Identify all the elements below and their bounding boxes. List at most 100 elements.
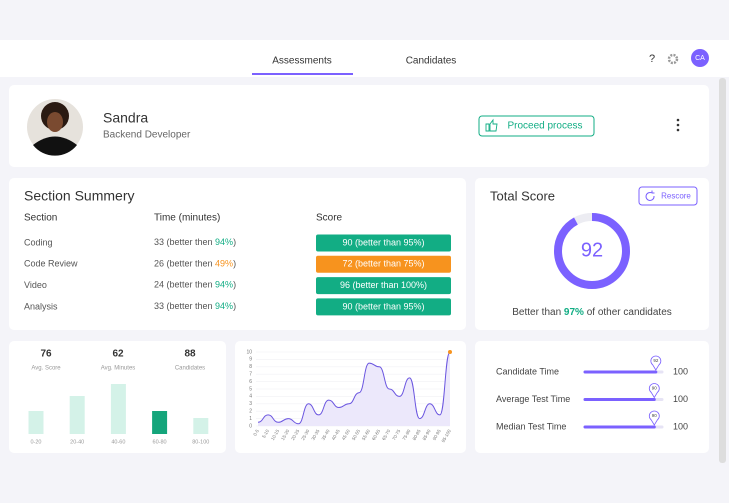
footer-part: 97% (564, 307, 584, 318)
footer-part: of other candidates (584, 307, 672, 318)
time-text: 26 (better then 49%) (154, 259, 236, 269)
time-value: 33 (better then (154, 237, 215, 247)
y-tick-label: 4 (249, 394, 252, 400)
x-tick-label: 10-15 (270, 428, 280, 441)
proceed-button[interactable] (478, 115, 595, 137)
time-percent: 49% (215, 259, 233, 269)
y-tick-label: 2 (249, 409, 252, 415)
value-pin (648, 410, 660, 426)
time-end: ) (233, 301, 236, 311)
x-tick-label: 85-90 (422, 428, 432, 441)
stat-value: 62 (112, 349, 124, 360)
rescore-label: Rescore (661, 192, 691, 201)
x-tick-label: 80-100 (192, 439, 209, 445)
x-tick-label: 75-80 (401, 428, 411, 441)
column-header: Section (24, 213, 57, 224)
rescore-button[interactable] (638, 186, 698, 206)
time-percent: 94% (215, 280, 233, 290)
x-tick-label: 90-95 (432, 428, 442, 441)
score-value: 92 (581, 239, 603, 261)
time-value: 24 (better then (154, 280, 215, 290)
more-menu[interactable] (676, 118, 680, 132)
y-tick-label: 7 (249, 372, 252, 378)
x-tick-label: 40-45 (331, 428, 341, 441)
timings-card (475, 341, 709, 453)
x-tick-label: 55-60 (361, 428, 371, 441)
section-name: Coding (24, 237, 53, 247)
pin-label: 92 (653, 358, 659, 363)
time-percent: 94% (215, 237, 233, 247)
timing-label: Candidate Time (496, 366, 559, 376)
help-icon[interactable]: ? (649, 53, 655, 65)
x-tick-label: 50-55 (351, 428, 361, 441)
rescore-icon (645, 190, 655, 201)
section-name: Code Review (24, 259, 78, 269)
settings-icon[interactable] (667, 53, 679, 65)
bar (152, 411, 168, 434)
y-tick-label: 0 (249, 423, 252, 429)
area (258, 352, 450, 426)
y-tick-label: 9 (249, 357, 252, 363)
footer-part: Better than (512, 307, 564, 318)
score-footer: Better than 97% of other candidates (512, 307, 672, 318)
score-pill (316, 298, 451, 316)
avatar[interactable] (691, 49, 709, 67)
x-tick-label: 15-20 (280, 428, 290, 441)
x-tick-label: 40-60 (111, 439, 125, 445)
time-end: ) (233, 280, 236, 290)
nav-bar (0, 40, 729, 77)
time-end: ) (233, 259, 236, 269)
y-tick-label: 8 (249, 364, 252, 370)
profile-card (9, 85, 709, 167)
bar (69, 396, 85, 434)
bar (193, 418, 209, 434)
last-point (448, 350, 452, 354)
candidate-name: Sandra (103, 110, 148, 126)
score-pill (316, 234, 451, 252)
pin-label: 90 (652, 386, 658, 391)
max-label: 100 (673, 421, 688, 431)
section-name: Analysis (24, 301, 58, 311)
time-text: 33 (better then 94%) (154, 237, 236, 247)
timing-label: Average Test Time (496, 394, 570, 404)
section-name: Video (24, 280, 47, 290)
score-text: 96 (better than 100%) (340, 280, 427, 290)
stat-label: Avg. Score (31, 366, 61, 372)
thumb-icon (485, 118, 498, 132)
stat-label: Candidates (175, 366, 205, 372)
score-text: 90 (better than 95%) (342, 237, 424, 247)
total-score-title: Total Score (490, 188, 555, 203)
bar (110, 384, 126, 434)
stat-value: 88 (184, 349, 196, 360)
y-tick-label: 1 (249, 416, 252, 422)
x-tick-label: 20-25 (290, 428, 300, 441)
x-tick-label: 25-30 (300, 428, 310, 441)
time-value: 33 (better then (154, 301, 215, 311)
tab[interactable]: Candidates (406, 56, 457, 67)
scrollbar (719, 78, 726, 463)
score-text: 90 (better than 95%) (342, 301, 424, 311)
photo-face (47, 112, 63, 132)
y-tick-label: 5 (249, 386, 252, 392)
x-tick-label: 80-85 (411, 428, 421, 441)
y-tick-label: 10 (246, 349, 252, 355)
summary-title: Section Summery (24, 188, 134, 204)
max-label: 100 (673, 366, 688, 376)
summary-rows: Coding 33 (better then 94%) 90 (better tha… (24, 234, 451, 316)
x-tick-label: 20-40 (70, 439, 84, 445)
avatar-initials: CA (695, 55, 705, 62)
value-pin (648, 383, 660, 399)
time-value: 26 (better then (154, 259, 215, 269)
donut-arc (554, 213, 630, 289)
stat-label: Avg. Minutes (101, 366, 136, 372)
max-label: 100 (673, 394, 688, 404)
tab[interactable]: Assessments (272, 56, 331, 67)
timing-label: Median Test Time (496, 421, 566, 431)
timings: Candidate Time 92 100 Average Test Time 90 10… (496, 355, 688, 431)
x-tick-label: 95-100 (441, 428, 453, 443)
tab-underline (252, 73, 353, 75)
x-tick-label: 30-35 (310, 428, 320, 441)
